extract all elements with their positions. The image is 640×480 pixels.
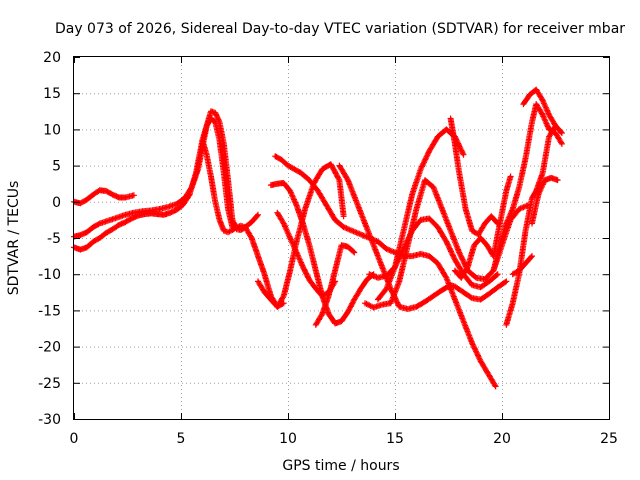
series-arc-9 xyxy=(312,242,358,328)
series-markers xyxy=(199,137,347,310)
y-tick-label: -15 xyxy=(38,303,61,319)
series-markers xyxy=(447,115,501,238)
y-tick-label: 10 xyxy=(43,122,61,138)
y-tick-label: 20 xyxy=(43,50,61,66)
y-tick-label: -20 xyxy=(38,340,61,356)
x-tick-label: 10 xyxy=(279,431,297,447)
x-tick-label: 0 xyxy=(70,431,79,447)
chart-title: Day 073 of 2026, Sidereal Day-to-day VTE… xyxy=(55,21,625,37)
series-line xyxy=(73,117,234,251)
series-markers xyxy=(71,187,137,207)
x-tick-label: 5 xyxy=(177,431,186,447)
y-axis-label: SDTVAR / TECUs xyxy=(6,181,22,296)
series-markers xyxy=(520,86,559,129)
series-markers xyxy=(529,174,561,227)
x-tick-label: 20 xyxy=(493,431,511,447)
plot-frame xyxy=(73,56,610,420)
y-tick-label: 0 xyxy=(52,195,61,211)
series-arc-17 xyxy=(503,122,565,328)
series-arc-1 xyxy=(71,187,137,207)
series-arc-13 xyxy=(374,126,467,303)
series-markers xyxy=(509,253,535,278)
y-tick-label: 5 xyxy=(52,159,61,175)
series-arc-14 xyxy=(447,115,501,238)
series-markers xyxy=(503,122,565,328)
x-tick-label: 25 xyxy=(600,431,618,447)
series-markers xyxy=(312,242,358,328)
x-tick-label: 15 xyxy=(386,431,404,447)
series-arc-20 xyxy=(529,174,561,227)
series-arc-18 xyxy=(509,253,535,278)
y-tick-label: -30 xyxy=(38,412,61,428)
series-layer xyxy=(71,86,565,390)
y-tick-label: -25 xyxy=(38,376,61,392)
series-markers xyxy=(374,126,467,303)
series-arc-6 xyxy=(272,153,499,390)
series-markers xyxy=(272,153,499,390)
series-markers xyxy=(451,173,514,281)
y-tick-label: -5 xyxy=(47,231,61,247)
y-tick-label: -10 xyxy=(38,267,61,283)
series-markers xyxy=(490,101,565,274)
tick-layer: 0 5 10 15 20 25 -30 -25 -20 -15 -10 -5 0 5 10 15 20 xyxy=(38,50,618,447)
series-markers xyxy=(255,278,287,310)
x-axis-label: GPS time / hours xyxy=(282,458,399,474)
y-tick-label: 15 xyxy=(43,86,61,102)
grid-layer xyxy=(74,57,609,419)
series-arc-15 xyxy=(451,173,514,281)
series-arc-5 xyxy=(255,278,287,310)
series-arc-19 xyxy=(520,86,559,129)
